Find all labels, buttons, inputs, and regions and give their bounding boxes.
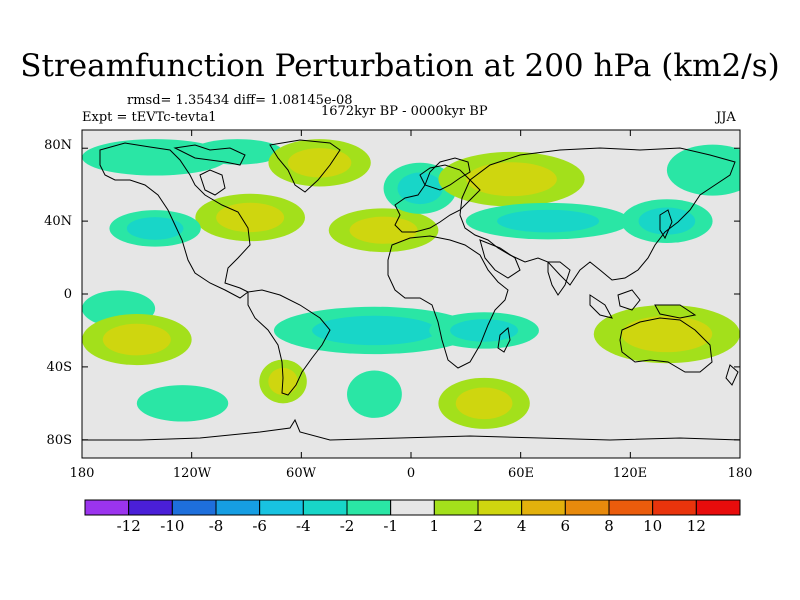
x-tick-label: 120E (612, 466, 648, 481)
colorbar-swatch (259, 499, 304, 516)
axis-ticks (81, 130, 741, 458)
field-contour (102, 323, 171, 356)
field-contour (312, 315, 437, 346)
colorbar-swatch (390, 499, 435, 516)
field-contour (136, 385, 229, 422)
coastline-japan (659, 209, 673, 240)
field-contour (82, 139, 229, 176)
field-contour (349, 216, 418, 244)
y-tick-label: 80N (44, 138, 72, 153)
coastline-layer (82, 139, 740, 441)
coastline-new-guinea (654, 304, 697, 319)
experiment-label: Expt = tEVTc-tevta1 (82, 110, 217, 125)
map-title: Streamfunction Perturbation at 200 hPa (… (20, 48, 780, 84)
colorbar-swatch (84, 499, 130, 516)
colorbar-label: -12 (116, 517, 141, 535)
field-contour (497, 209, 600, 233)
colorbar-swatch (652, 499, 697, 516)
colorbar-swatch (215, 499, 261, 516)
colorbar-label: -2 (339, 517, 355, 535)
field-contour (287, 148, 352, 178)
field-contour (397, 172, 443, 205)
field-contour (126, 217, 184, 240)
colorbar-label: 12 (686, 517, 706, 535)
field-contour (666, 144, 740, 196)
period-label: 1672kyr BP - 0000kyr BP (321, 104, 488, 119)
colorbar-label: -4 (296, 517, 311, 535)
colorbar-swatch (521, 499, 566, 516)
colorbar-label: -1 (383, 517, 398, 535)
colorbar-label: -8 (208, 517, 224, 535)
x-tick-label: 60W (286, 466, 316, 481)
colorbar-swatch (608, 499, 654, 516)
coastline-scandinavia (424, 157, 471, 191)
colorbar-label: 2 (473, 517, 483, 535)
field-contour (638, 207, 696, 235)
colorbar-label: -10 (160, 517, 185, 535)
colorbar-label: 1 (429, 517, 440, 535)
colorbar-label: 10 (643, 517, 663, 535)
season-label: JJA (716, 110, 736, 125)
colorbar-label: 4 (516, 517, 527, 535)
colorbar-label: 8 (604, 517, 614, 535)
colorbar-swatch (695, 499, 741, 516)
field-layer (82, 139, 740, 429)
field-contour (347, 370, 402, 418)
colorbar-label: 6 (560, 517, 571, 535)
coastline-south-america (247, 289, 331, 396)
x-tick-label: 0 (406, 466, 416, 481)
coastline-canadian-arctic (173, 144, 246, 166)
coastline-australia (619, 317, 713, 373)
colorbar-swatch (346, 499, 392, 516)
colorbar-swatch (302, 499, 348, 516)
coastline-arabia (479, 239, 521, 279)
x-tick-label: 180 (727, 466, 753, 481)
coastline-new-zealand (725, 364, 739, 386)
field-contour (621, 316, 713, 353)
stats-text: rmsd= 1.35434 diff= 1.08145e-08 (127, 93, 353, 108)
field-contour (466, 162, 557, 197)
colorbar-swatch (171, 499, 217, 516)
y-tick-label: 80S (46, 433, 72, 448)
x-tick-label: 60E (507, 466, 535, 481)
colorbar-swatch (477, 499, 523, 516)
colorbar-swatch (564, 499, 610, 516)
coastline-hudson-bay (199, 169, 226, 196)
field-contour (450, 319, 519, 342)
colorbar-swatch (128, 499, 173, 516)
coastline-north-america (99, 142, 251, 299)
coastline-greenland (269, 139, 341, 193)
coastline-sumatra (589, 294, 613, 319)
y-tick-label: 40N (44, 214, 72, 229)
coastline-india (547, 261, 571, 296)
x-tick-label: 180 (69, 466, 95, 481)
coastline-madagascar (497, 327, 511, 353)
colorbar-label: -6 (252, 517, 267, 535)
coastline-africa (387, 235, 509, 369)
coastline-antarctica (82, 418, 740, 441)
colorbar (84, 499, 741, 516)
coastline-borneo (617, 289, 641, 311)
colorbar-swatch (433, 499, 479, 516)
x-tick-label: 120W (172, 466, 212, 481)
y-tick-label: 40S (46, 360, 72, 375)
y-tick-label: 0 (63, 287, 72, 302)
field-contour (455, 387, 513, 420)
